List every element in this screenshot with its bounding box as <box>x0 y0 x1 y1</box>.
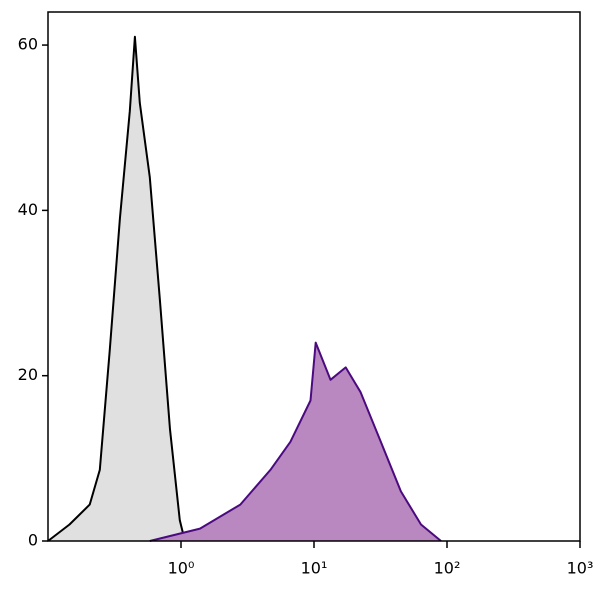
x-tick-label: 10² <box>434 559 461 578</box>
y-tick-label: 0 <box>28 531 38 550</box>
y-tick-label: 60 <box>18 35 38 54</box>
area-line <box>149 341 442 542</box>
area-fill <box>48 36 185 542</box>
area-line <box>47 35 186 542</box>
x-tick-label: 10⁰ <box>168 559 195 578</box>
y-tick-label: 40 <box>18 200 38 219</box>
x-tick-label: 10¹ <box>301 559 328 578</box>
y-tick-label: 20 <box>18 365 38 384</box>
x-tick-label: 10³ <box>567 559 594 578</box>
area-fill <box>149 342 442 541</box>
